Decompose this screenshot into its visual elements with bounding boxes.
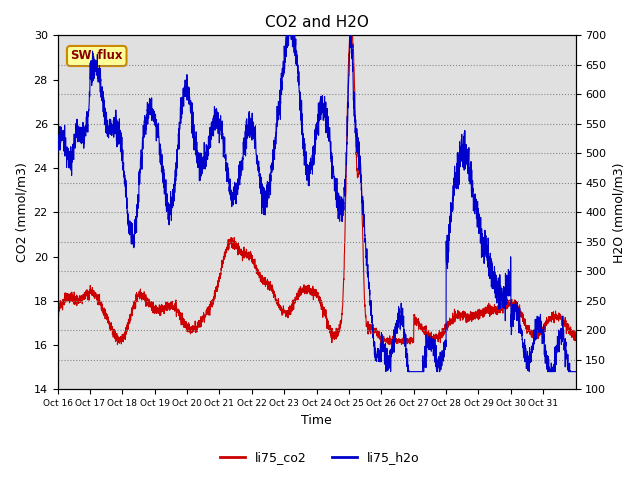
Title: CO2 and H2O: CO2 and H2O (264, 15, 369, 30)
Text: SW_flux: SW_flux (70, 49, 123, 62)
Legend: li75_co2, li75_h2o: li75_co2, li75_h2o (215, 446, 425, 469)
Y-axis label: H2O (mmol/m3): H2O (mmol/m3) (612, 162, 625, 263)
Y-axis label: CO2 (mmol/m3): CO2 (mmol/m3) (15, 162, 28, 262)
X-axis label: Time: Time (301, 414, 332, 427)
